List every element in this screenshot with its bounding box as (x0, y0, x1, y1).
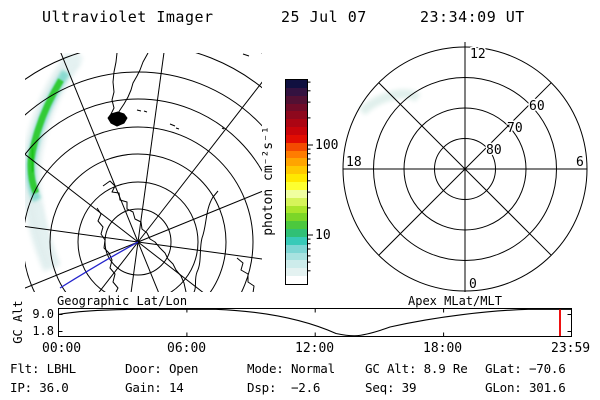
colorbar-band (286, 119, 307, 128)
altitude-curve (58, 308, 571, 337)
apex-panel-title: Apex MLat/MLT (408, 294, 502, 308)
polar-emission-smudge (358, 89, 421, 116)
geo-panel-title: Geographic Lat/Lon (57, 294, 188, 308)
status-gain: Gain: 14 (125, 380, 184, 395)
aurora-arc (25, 53, 84, 272)
status-gcalt: GC Alt: 8.9 Re (365, 361, 468, 376)
colorbar-band (286, 80, 307, 88)
mlt-spokes (343, 42, 587, 292)
colorbar-tick-100: 100 (315, 138, 339, 153)
mlat-label-70: 70 (507, 121, 523, 136)
colorbar-ticks (307, 81, 313, 272)
colorbar-band (286, 150, 307, 159)
colorbar-band (286, 252, 307, 261)
status-mode: Mode: Normal (247, 361, 335, 376)
colorbar-bands (285, 79, 308, 285)
colorbar-band (286, 276, 307, 284)
mlt-label-12: 12 (470, 47, 486, 62)
status-glon: GLon: 301.6 (485, 380, 566, 395)
status-door: Door: Open (125, 361, 199, 376)
colorbar-band (286, 268, 307, 277)
altitude-chart-frame (58, 308, 572, 337)
xtick-2359: 23:59 (551, 341, 591, 356)
colorbar-band (286, 174, 307, 182)
colorbar-band (286, 127, 307, 135)
colorbar-band (286, 213, 307, 222)
colorbar-band (286, 158, 307, 167)
altitude-chart (58, 308, 572, 337)
colorbar-band (286, 260, 307, 269)
status-glat: GLat: −70.6 (485, 361, 566, 376)
geographic-map (25, 53, 262, 292)
header-time: 23:34:09 UT (420, 8, 525, 26)
status-flt: Flt: LBHL (10, 361, 76, 376)
axis-ticks (58, 308, 572, 337)
colorbar-band (286, 229, 307, 237)
colorbar-tick-10: 10 (315, 228, 331, 243)
colorbar-band (286, 189, 307, 198)
colorbar-band (286, 166, 307, 175)
colorbar-band (286, 236, 307, 245)
xtick-1200: 12:00 (295, 341, 335, 356)
ytick-1.8: 1.8 (32, 324, 54, 338)
xtick-1800: 18:00 (423, 341, 463, 356)
track-line (59, 241, 139, 289)
header-date: 25 Jul 07 (281, 8, 367, 26)
apex-polar-plot: 12 6 0 18 80 70 60 (342, 42, 588, 292)
colorbar-band (286, 134, 307, 143)
ytick-9: 9.0 (32, 307, 54, 321)
colorbar-band (286, 181, 307, 190)
altitude-ylabel: GC Alt (11, 300, 25, 344)
colorbar-band (286, 244, 307, 253)
meridian-lines (25, 53, 262, 292)
xtick-0000: 00:00 (42, 341, 82, 356)
mlt-label-6: 6 (576, 155, 584, 170)
xtick-0600: 06:00 (167, 341, 207, 356)
colorbar-band (286, 87, 307, 96)
colorbar-band (286, 95, 307, 104)
status-dsp: Dsp: −2.6 (247, 380, 321, 395)
status-ip: IP: 36.0 (10, 380, 69, 395)
mlat-label-60: 60 (529, 99, 545, 114)
colorbar-band (286, 142, 307, 151)
page-title: Ultraviolet Imager (42, 8, 214, 26)
colorbar-band (286, 111, 307, 120)
coastlines (96, 53, 255, 292)
mlat-label-80: 80 (486, 143, 502, 158)
colorbar-label: photon cm⁻²s⁻¹ (261, 126, 276, 236)
colorbar-band (286, 197, 307, 206)
mlt-label-0: 0 (469, 277, 477, 292)
colorbar-band (286, 103, 307, 112)
colorbar-band (286, 205, 307, 214)
colorbar-band (286, 221, 307, 230)
mlt-label-18: 18 (346, 155, 362, 170)
status-seq: Seq: 39 (365, 380, 417, 395)
